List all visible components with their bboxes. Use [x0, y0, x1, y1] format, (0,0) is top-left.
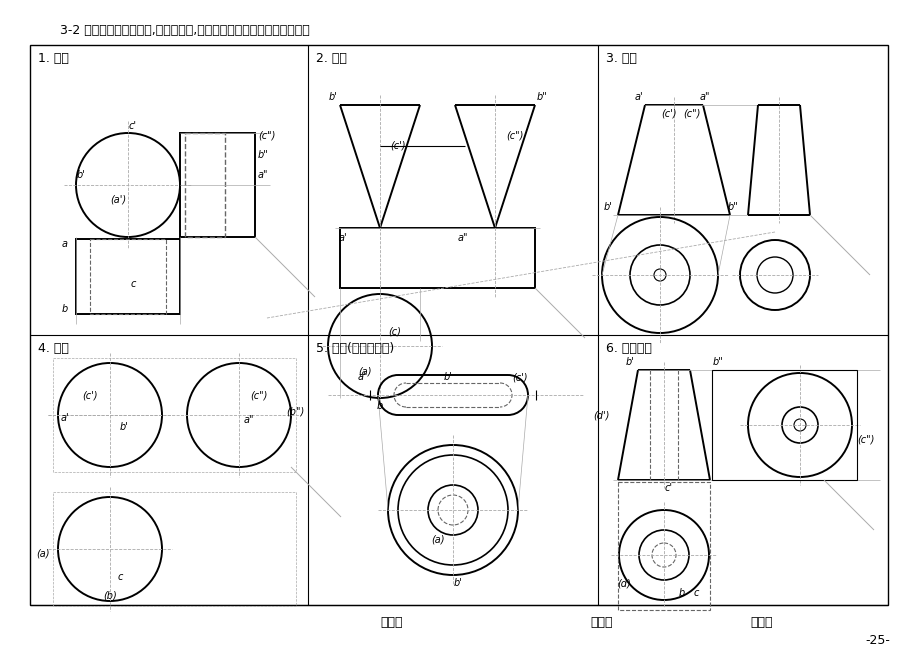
Text: (c"): (c") — [683, 108, 700, 118]
Text: (a): (a) — [431, 535, 444, 545]
Bar — [76, 239, 180, 314]
Text: (c"): (c") — [257, 131, 275, 141]
Text: (a): (a) — [357, 366, 371, 376]
Text: c: c — [693, 588, 698, 598]
Text: 4. 圆球: 4. 圆球 — [38, 342, 69, 355]
Text: b': b' — [453, 578, 462, 588]
Text: 3. 圆台: 3. 圆台 — [606, 52, 636, 65]
Text: 6. 穿孔圆台: 6. 穿孔圆台 — [606, 342, 652, 355]
Text: (c): (c) — [388, 326, 401, 336]
Text: b: b — [62, 304, 68, 314]
Text: a': a' — [634, 92, 642, 102]
Text: b': b' — [604, 202, 612, 212]
Text: b": b" — [537, 92, 547, 102]
Text: (d'): (d') — [593, 410, 609, 420]
Text: (c"): (c") — [250, 390, 267, 400]
Text: (c"): (c") — [505, 130, 523, 140]
Text: c: c — [130, 279, 135, 289]
Text: -25-: -25- — [865, 634, 890, 647]
Bar — [90, 239, 165, 314]
Text: b: b — [377, 401, 382, 411]
Text: (b): (b) — [103, 591, 117, 601]
Text: (c'): (c') — [512, 372, 528, 382]
Text: b': b' — [119, 422, 129, 432]
Text: (b"): (b") — [286, 407, 304, 417]
Text: a': a' — [338, 233, 347, 243]
Text: b": b" — [257, 150, 268, 160]
Bar — [180, 133, 255, 237]
Text: (a): (a) — [37, 549, 50, 559]
Text: c: c — [118, 572, 122, 582]
Bar — [53, 492, 296, 606]
Bar — [340, 228, 535, 288]
Text: b": b" — [727, 202, 738, 212]
Text: 1. 圆柱: 1. 圆柱 — [38, 52, 69, 65]
Text: 姓名：: 姓名： — [589, 615, 612, 629]
Text: a": a" — [458, 233, 468, 243]
Bar — [618, 482, 709, 610]
Text: 5. 圆环(作出主视图): 5. 圆环(作出主视图) — [315, 342, 394, 355]
Text: c': c' — [129, 121, 137, 131]
Text: a": a" — [699, 92, 709, 102]
Text: (a'): (a') — [109, 195, 126, 205]
Text: a': a' — [357, 372, 366, 382]
Text: b': b' — [329, 92, 337, 102]
Text: (c'): (c') — [661, 108, 676, 118]
Text: 班级：: 班级： — [380, 615, 403, 629]
Text: (d): (d) — [617, 578, 630, 588]
Text: 3-2 已知回转体的两视图,完成三视图,并求出其表面上点的另二个投影。: 3-2 已知回转体的两视图,完成三视图,并求出其表面上点的另二个投影。 — [60, 23, 310, 37]
Text: b": b" — [712, 357, 723, 367]
Text: c': c' — [664, 483, 673, 493]
Bar — [30, 45, 887, 605]
Text: (c'): (c') — [82, 390, 97, 400]
Text: 学号：: 学号： — [749, 615, 772, 629]
Bar — [185, 133, 225, 237]
Text: b': b' — [443, 372, 452, 382]
Text: b: b — [678, 588, 685, 598]
Text: b': b' — [76, 170, 85, 180]
Text: b': b' — [626, 357, 634, 367]
Text: a": a" — [257, 170, 268, 180]
Bar — [53, 358, 296, 472]
Text: a: a — [62, 239, 68, 249]
Text: (c'): (c') — [390, 140, 405, 150]
Text: a": a" — [244, 415, 254, 425]
Text: 2. 圆锥: 2. 圆锥 — [315, 52, 346, 65]
Bar — [711, 370, 857, 480]
Text: (c"): (c") — [857, 435, 873, 445]
Text: a': a' — [61, 413, 70, 423]
